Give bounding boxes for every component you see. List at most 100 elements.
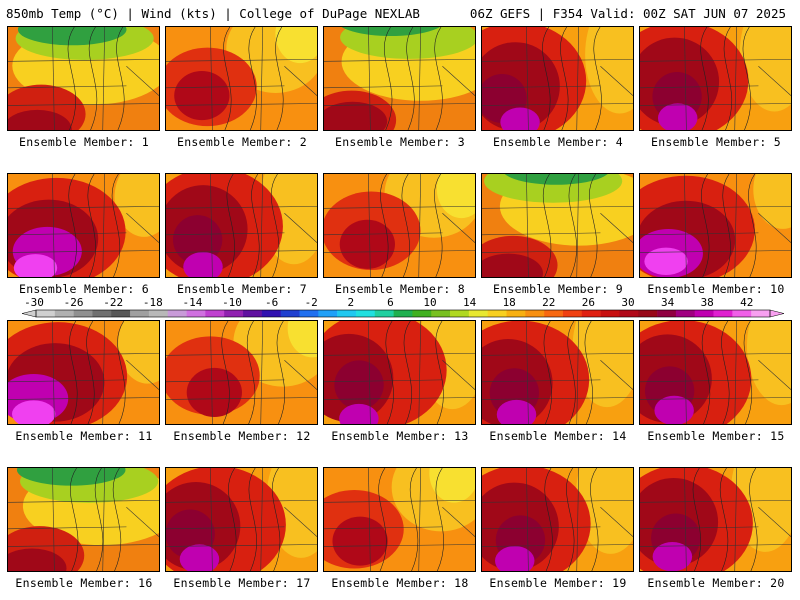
colorbar-swatch [111, 310, 131, 317]
colorbar-swatch [562, 310, 583, 317]
ensemble-member-label: Ensemble Member: 10 [647, 282, 785, 296]
ensemble-map-8 [323, 173, 476, 278]
colorbar-swatch [374, 310, 394, 317]
ensemble-map-12 [165, 320, 318, 425]
colorbar-swatch [450, 310, 470, 317]
colorbar-swatch [525, 310, 545, 317]
colorbar-swatch [468, 310, 488, 317]
run-valid-time: 06Z GEFS | F354 Valid: 00Z SAT JUN 07 20… [469, 6, 786, 21]
colorbar-tick-label: -18 [142, 296, 163, 309]
ensemble-map-15 [639, 320, 792, 425]
colorbar-tick-label: -6 [264, 296, 279, 309]
ensemble-member-label: Ensemble Member: 7 [176, 282, 308, 296]
ensemble-map-14 [481, 320, 634, 425]
colorbar-swatch [167, 310, 187, 317]
ensemble-map-9 [481, 173, 634, 278]
colorbar-tick-label: -2 [304, 296, 318, 309]
ensemble-member-label: Ensemble Member: 3 [334, 135, 466, 149]
ensemble-member-label: Ensemble Member: 5 [650, 135, 782, 149]
colorbar-swatch [337, 310, 357, 317]
colorbar-swatch [224, 310, 244, 317]
colorbar-swatch [92, 310, 112, 317]
colorbar-swatch [544, 310, 564, 317]
ensemble-map-2 [165, 26, 318, 131]
colorbar-tick-label: 22 [542, 296, 556, 309]
colorbar-swatch [619, 310, 639, 317]
ensemble-map-1 [7, 26, 160, 131]
colorbar-low-arrow [22, 309, 37, 318]
ensemble-map-16 [7, 467, 160, 572]
ensemble-member-label: Ensemble Member: 17 [173, 576, 311, 590]
colorbar-swatch [243, 310, 263, 317]
colorbar-swatch [299, 310, 319, 317]
ensemble-member-label: Ensemble Member: 16 [15, 576, 153, 590]
colorbar-tick-label: -22 [103, 296, 124, 309]
colorbar-tick-label: 30 [621, 296, 635, 309]
colorbar-swatch [186, 310, 206, 317]
colorbar-swatch [600, 310, 620, 317]
colorbar-tick-label: -14 [182, 296, 203, 309]
colorbar-tick-label: 2 [347, 296, 355, 309]
colorbar-swatch [355, 310, 376, 317]
ensemble-map-4 [481, 26, 634, 131]
colorbar-swatch [54, 310, 74, 317]
colorbar-tick-label: 34 [660, 296, 675, 309]
colorbar-swatch [393, 310, 413, 317]
colorbar-swatch [130, 310, 150, 317]
colorbar-tick-label: 6 [387, 296, 394, 309]
colorbar-tick-label: -26 [63, 296, 84, 309]
ensemble-member-label: Ensemble Member: 11 [15, 429, 153, 443]
colorbar-tick-label: 42 [740, 296, 754, 309]
colorbar-swatch [412, 310, 432, 317]
colorbar-swatch [657, 310, 677, 317]
temperature-colorbar [22, 309, 784, 318]
ensemble-map-5 [639, 26, 792, 131]
colorbar-swatch [205, 310, 225, 317]
colorbar-high-arrow [769, 309, 784, 318]
ensemble-map-20 [639, 467, 792, 572]
ensemble-member-label: Ensemble Member: 15 [647, 429, 785, 443]
chart-title: 850mb Temp (°C) | Wind (kts) | College o… [6, 6, 420, 21]
colorbar-tick-label: 26 [581, 296, 596, 309]
ensemble-member-label: Ensemble Member: 12 [173, 429, 311, 443]
colorbar-swatch [148, 310, 169, 317]
colorbar-tick-label: 14 [462, 296, 477, 309]
ensemble-map-17 [165, 467, 318, 572]
ensemble-map-6 [7, 173, 160, 278]
colorbar-swatch [751, 310, 771, 317]
colorbar-swatch [431, 310, 451, 317]
colorbar-swatch [694, 310, 714, 317]
ensemble-member-label: Ensemble Member: 2 [176, 135, 308, 149]
ensemble-member-label: Ensemble Member: 1 [18, 135, 150, 149]
ensemble-member-label: Ensemble Member: 19 [489, 576, 627, 590]
colorbar-swatch [713, 310, 733, 317]
ensemble-map-11 [7, 320, 160, 425]
colorbar-swatch [732, 310, 752, 317]
ensemble-map-7 [165, 173, 318, 278]
colorbar-tick-label: 10 [423, 296, 437, 309]
ensemble-member-label: Ensemble Member: 13 [331, 429, 469, 443]
colorbar-swatch [506, 310, 526, 317]
colorbar-tick-label: 38 [700, 296, 714, 309]
colorbar-swatch [261, 310, 281, 317]
ensemble-map-3 [323, 26, 476, 131]
colorbar-swatch [280, 310, 300, 317]
colorbar-swatch [638, 310, 658, 317]
colorbar-swatch [581, 310, 601, 317]
ensemble-map-18 [323, 467, 476, 572]
ensemble-map-10 [639, 173, 792, 278]
ensemble-member-label: Ensemble Member: 8 [334, 282, 466, 296]
colorbar-swatch [487, 310, 507, 317]
ensemble-member-label: Ensemble Member: 6 [18, 282, 150, 296]
ensemble-map-19 [481, 467, 634, 572]
ensemble-member-label: Ensemble Member: 9 [492, 282, 624, 296]
colorbar-tick-label: -10 [222, 296, 242, 309]
colorbar-swatch [318, 310, 338, 317]
ensemble-member-label: Ensemble Member: 14 [489, 429, 627, 443]
colorbar-tick-label: -30 [24, 296, 44, 309]
colorbar-swatch [675, 310, 696, 317]
ensemble-map-13 [323, 320, 476, 425]
colorbar-swatch [36, 310, 56, 317]
ensemble-member-label: Ensemble Member: 20 [647, 576, 785, 590]
ensemble-member-label: Ensemble Member: 4 [492, 135, 624, 149]
